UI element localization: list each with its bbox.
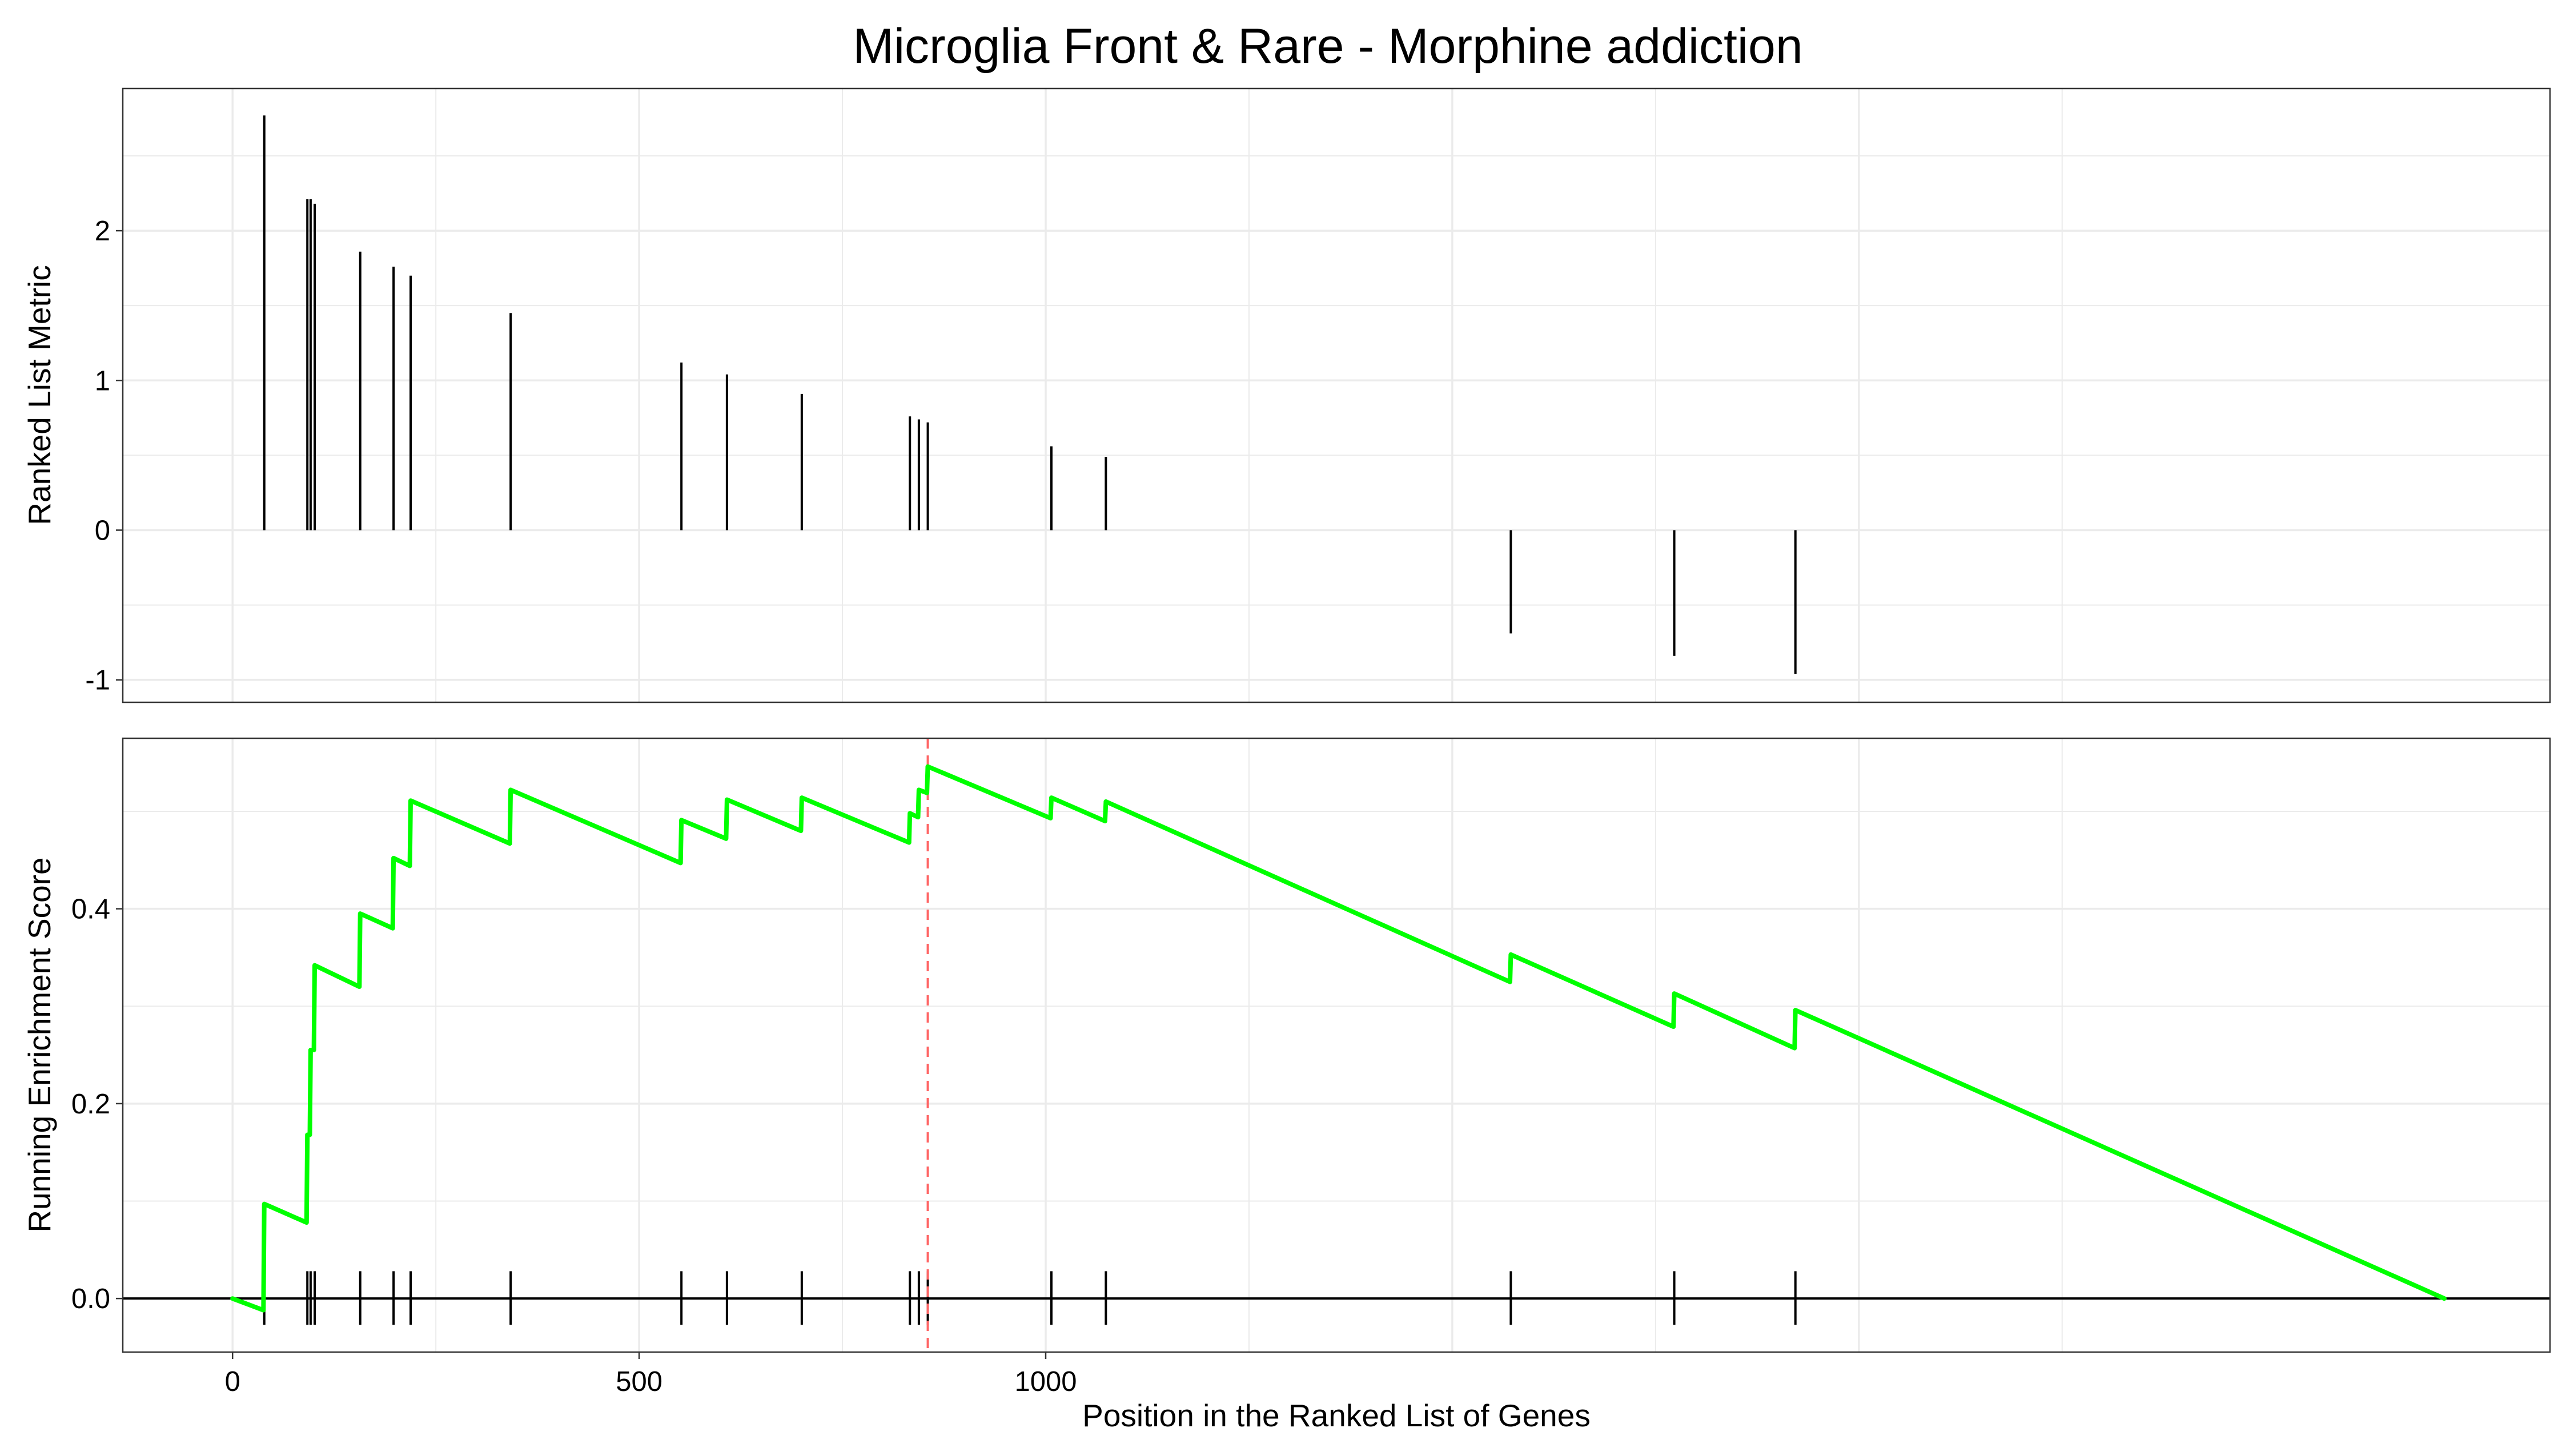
running-es-y-tick-label: 0.4 xyxy=(71,894,110,925)
ranked-metric-y-tick-label: 1 xyxy=(95,365,110,396)
ranked-metric-bars xyxy=(263,115,1797,674)
running-es-y-axis: 0.0 0.2 0.4 xyxy=(71,894,123,1314)
ranked-metric-panel-border xyxy=(122,87,2551,703)
x-tick-label: 0 xyxy=(225,1366,240,1397)
running-es-y-axis-label: Running Enrichment Score xyxy=(22,857,57,1232)
running-es-line xyxy=(230,764,2447,1313)
running-es-panel-background xyxy=(123,738,2550,1352)
ranked-metric-y-tick-label: 0 xyxy=(95,515,110,546)
running-es-panel: 0.0 0.2 0.4 Running Enrichment Score xyxy=(22,737,2551,1353)
ranked-metric-y-tick-label: 2 xyxy=(95,216,110,247)
x-axis-label: Position in the Ranked List of Genes xyxy=(1082,1398,1591,1433)
ranked-metric-panel-background xyxy=(123,89,2550,702)
running-es-series xyxy=(230,764,2447,1313)
ranked-metric-y-axis-label: Ranked List Metric xyxy=(22,265,57,525)
ranked-metric-y-axis: -1 0 1 2 xyxy=(85,216,123,696)
running-es-panel-border xyxy=(122,737,2551,1353)
ranked-metric-grid xyxy=(123,89,2550,702)
running-es-y-tick-label: 0.2 xyxy=(71,1089,110,1120)
x-tick-label: 1000 xyxy=(1014,1366,1077,1397)
ranked-metric-y-tick-label: -1 xyxy=(85,665,110,696)
x-axis: 0 500 1000 xyxy=(225,1352,1077,1397)
chart-title: Microglia Front & Rare - Morphine addict… xyxy=(853,19,1802,74)
ranked-metric-panel: -1 0 1 2 Ranked List Metric xyxy=(22,87,2551,703)
x-tick-label: 500 xyxy=(616,1366,662,1397)
running-es-y-tick-label: 0.0 xyxy=(71,1284,110,1314)
